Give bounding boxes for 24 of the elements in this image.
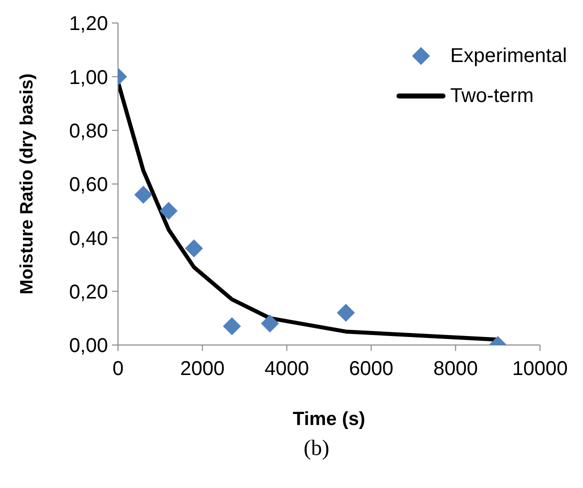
x-tick-label: 2000 <box>180 358 225 380</box>
x-axis-title: Time (s) <box>292 409 366 430</box>
x-tick-label: 0 <box>112 358 124 380</box>
point <box>134 186 152 204</box>
x-tick-label: 4000 <box>264 358 310 380</box>
y-tick-label: 0,00 <box>69 335 108 358</box>
point <box>260 314 279 333</box>
text: (b) <box>302 435 330 461</box>
y-tick-label: 0,40 <box>69 228 108 250</box>
y-tick-label: 0,60 <box>69 174 108 196</box>
x-tick-label: 6000 <box>348 358 394 380</box>
point <box>184 239 203 258</box>
legend-label: Two-term <box>450 84 534 109</box>
y-tick-label: 1,00 <box>69 66 108 89</box>
point <box>160 202 178 220</box>
y-tick-label: 0,20 <box>69 281 108 304</box>
y-tick-label: 0,80 <box>69 120 108 142</box>
point <box>222 317 241 336</box>
legend-label: Experimental <box>450 44 567 69</box>
y-axis-title: Moisture Ratio (dry basis) <box>16 73 36 295</box>
point <box>336 304 355 322</box>
x-tick-label: 8000 <box>433 358 478 380</box>
y-tick-label: 1,20 <box>69 13 108 36</box>
x-tick-label: 10000 <box>512 358 568 380</box>
